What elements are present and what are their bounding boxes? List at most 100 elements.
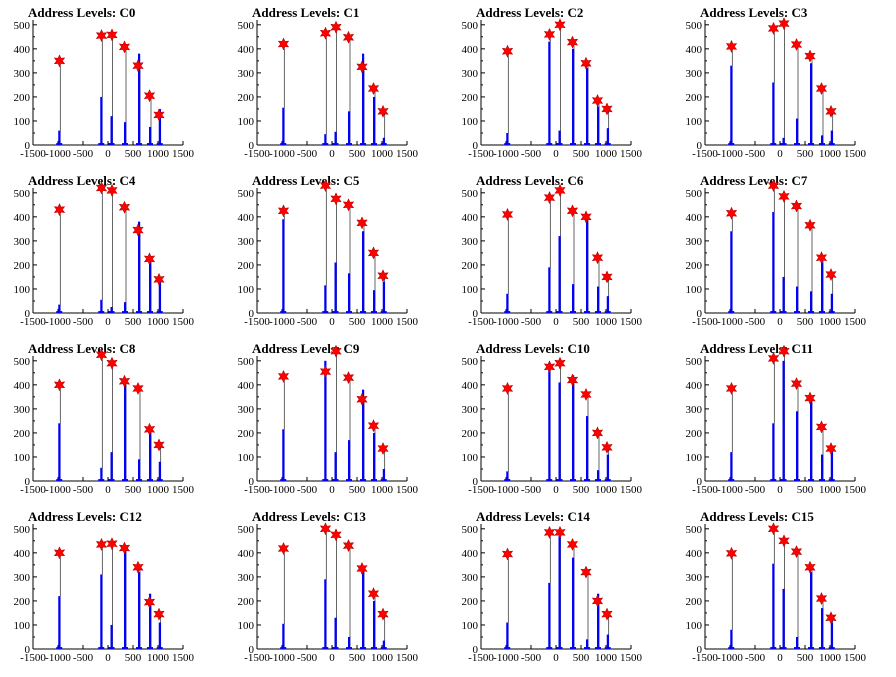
histogram-bar [572, 375, 575, 481]
x-tick-label: -1500 [692, 484, 718, 496]
x-tick-label: 0 [777, 148, 783, 160]
y-tick-label: 300 [14, 572, 31, 584]
y-tick-label: 300 [686, 68, 703, 80]
histogram-bar [730, 231, 733, 313]
x-tick-label: -1000 [45, 484, 71, 496]
histogram-base [280, 143, 287, 145]
peak-marker [367, 81, 380, 96]
peak-marker [95, 29, 108, 43]
peak-marker [367, 587, 380, 601]
x-tick-label: 1500 [172, 148, 195, 160]
y-tick-label: 200 [686, 428, 703, 440]
y-tick-label: 100 [686, 284, 703, 296]
peak-marker [356, 561, 368, 576]
histogram-bar [100, 574, 103, 649]
x-tick-label: -1500 [20, 652, 46, 664]
x-tick-label: -1000 [493, 316, 519, 328]
x-tick-label: 1500 [172, 316, 195, 328]
histogram-base [156, 479, 163, 481]
histogram-base [584, 311, 590, 313]
histogram-base [147, 479, 153, 481]
x-tick-label: -500 [745, 148, 766, 160]
peak-marker [815, 420, 828, 434]
histogram-bar [149, 257, 152, 313]
histogram-base [556, 479, 563, 481]
peak-marker [825, 104, 837, 118]
histogram-bar [58, 304, 61, 313]
chart-title: Address Levels: C8 [28, 341, 136, 356]
peak-marker [543, 27, 556, 42]
histogram-bar [138, 459, 141, 481]
histogram-bar [110, 452, 113, 481]
chart-title: Address Levels: C2 [476, 5, 583, 20]
x-tick-label: 1000 [147, 652, 170, 664]
histogram-base [136, 479, 142, 481]
peak-marker [566, 35, 579, 49]
x-tick-label: 1500 [620, 484, 643, 496]
peak-marker [106, 183, 118, 198]
histogram-base [828, 311, 835, 313]
histogram-base [156, 647, 163, 649]
x-tick-label: 0 [105, 484, 111, 496]
peak-marker [153, 438, 165, 452]
x-tick-label: 0 [553, 652, 559, 664]
x-tick-label: 1000 [595, 652, 618, 664]
peak-marker [330, 528, 342, 542]
x-tick-label: 1000 [595, 316, 618, 328]
x-tick-label: 500 [797, 484, 814, 496]
histogram-bar [782, 360, 785, 481]
peak-marker [319, 522, 332, 536]
histogram-base [147, 143, 153, 145]
x-tick-label: 1000 [371, 316, 394, 328]
chart-panel: Address Levels: C80100200300400500-1500-… [14, 341, 195, 496]
histogram-bar [110, 116, 113, 145]
histogram-base [322, 479, 329, 481]
peak-marker [778, 189, 790, 204]
peak-marker [319, 26, 332, 40]
chart-title: Address Levels: C9 [252, 341, 360, 356]
peak-marker [601, 270, 613, 284]
peak-marker [319, 178, 332, 193]
histogram-base [56, 647, 63, 649]
y-tick-label: 500 [462, 20, 479, 32]
histogram-bar [558, 236, 561, 313]
peak-marker [767, 178, 780, 193]
histogram-base [147, 311, 153, 313]
chart-panel: Address Levels: C50100200300400500-1500-… [238, 173, 419, 328]
y-tick-label: 400 [238, 44, 255, 56]
peak-marker [778, 344, 790, 358]
peak-marker [132, 223, 144, 237]
histogram-base [332, 647, 339, 649]
x-tick-label: -500 [297, 484, 318, 496]
x-tick-label: -1000 [269, 148, 295, 160]
histogram-bar [597, 470, 600, 481]
peak-marker [725, 39, 738, 54]
histogram-bar [597, 593, 600, 649]
x-tick-label: 500 [125, 484, 142, 496]
histogram-bar [796, 411, 799, 481]
histogram-bar [334, 617, 337, 649]
y-tick-label: 100 [14, 452, 31, 464]
x-tick-label: -500 [73, 148, 94, 160]
peak-marker [118, 374, 131, 388]
peak-marker [566, 537, 579, 552]
y-tick-label: 100 [462, 620, 479, 632]
y-tick-label: 500 [686, 356, 703, 368]
peak-marker [153, 272, 165, 286]
x-tick-label: 500 [349, 484, 366, 496]
peak-marker [767, 351, 780, 366]
x-tick-label: 0 [553, 484, 559, 496]
peak-marker [825, 441, 837, 456]
histogram-bar [830, 293, 833, 313]
peak-marker [95, 348, 108, 362]
histogram-bar [572, 284, 575, 313]
x-tick-label: 1500 [844, 316, 867, 328]
peak-marker [591, 426, 604, 440]
peak-marker [804, 391, 816, 405]
histogram-bar [124, 302, 127, 313]
histogram-base [122, 311, 128, 313]
histogram-base [604, 143, 611, 145]
peak-marker [580, 56, 592, 70]
histogram-bar [810, 63, 813, 146]
x-tick-label: 1000 [819, 316, 842, 328]
